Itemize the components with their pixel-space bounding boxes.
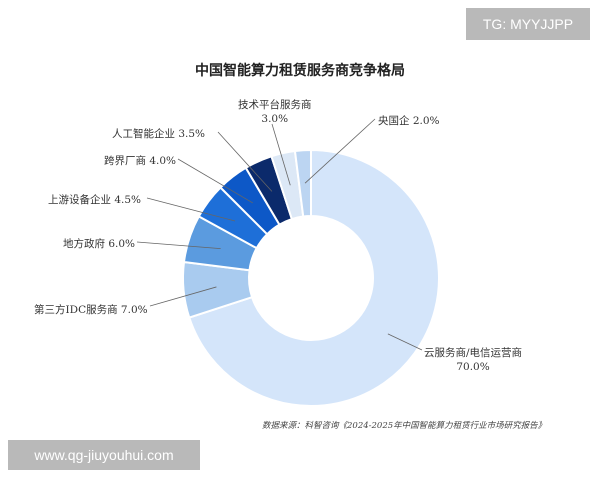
chart-title: 中国智能算力租赁服务商竞争格局 — [195, 63, 405, 79]
label-third-party-idc: 第三方IDC服务商 7.0% — [34, 304, 148, 316]
watermark-top: TG: MYYJJPP — [466, 8, 590, 40]
leader-line-upstream — [146, 197, 236, 222]
slice-cloud — [188, 148, 440, 407]
source-note: 数据来源：科智咨询《2024-2025年中国智能算力租赁行业市场研究报告》 — [262, 421, 547, 431]
leader-line-local-gov — [136, 241, 221, 250]
label-cloud-name: 云服务商/电信运营商 — [424, 347, 523, 359]
label-ai-enterprise: 人工智能企业 3.5% — [112, 128, 206, 140]
leader-line-ai-enterprise — [217, 131, 273, 192]
leader-line-third-party-idc — [149, 286, 217, 307]
label-tech-platform-value: 3.0% — [261, 113, 289, 125]
label-soe: 央国企 2.0% — [378, 115, 440, 127]
leader-line-crossover — [177, 158, 253, 204]
label-tech-platform-name: 技术平台服务商 — [238, 99, 312, 111]
leader-line-soe — [304, 118, 376, 184]
label-crossover: 跨界厂商 4.0% — [104, 155, 177, 167]
label-cloud-value: 70.0% — [456, 361, 490, 373]
slice-soe — [293, 148, 312, 218]
label-upstream: 上游设备企业 4.5% — [48, 194, 142, 206]
label-tech-platform: 技术平台服务商 3.0% — [238, 98, 312, 126]
label-local-gov: 地方政府 6.0% — [63, 238, 136, 250]
watermark-bottom: www.qg-jiuyouhui.com — [8, 440, 200, 470]
leader-line-cloud — [387, 333, 423, 351]
label-cloud: 云服务商/电信运营商 70.0% — [424, 346, 522, 374]
leader-line-tech-platform — [271, 123, 291, 186]
